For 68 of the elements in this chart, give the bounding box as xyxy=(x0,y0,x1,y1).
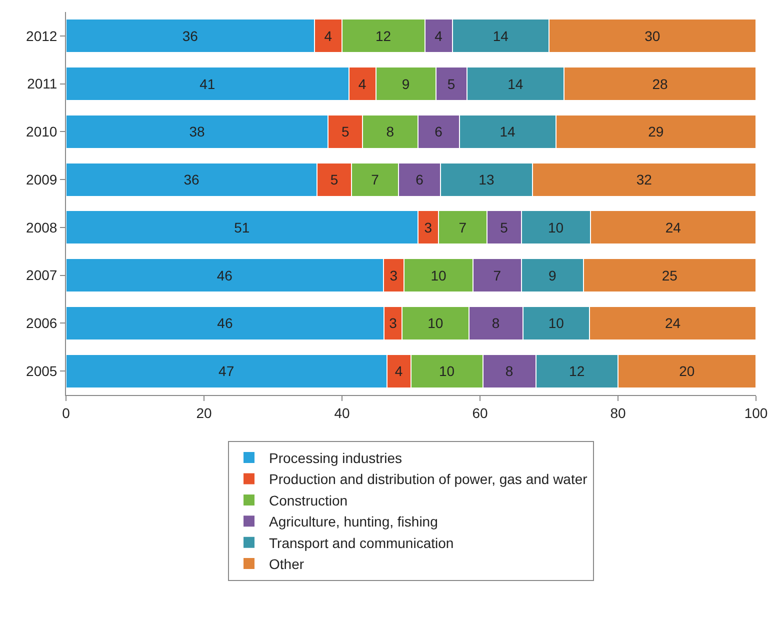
data-label: 5 xyxy=(341,124,350,140)
legend-label: Construction xyxy=(269,492,348,508)
data-label: 4 xyxy=(358,76,366,92)
legend-label: Production and distribution of power, gas and water xyxy=(269,471,588,488)
y-tick-label: 2006 xyxy=(26,315,58,332)
data-label: 5 xyxy=(500,219,508,236)
y-tick-label: 2008 xyxy=(26,219,58,236)
data-label: 24 xyxy=(664,315,681,332)
data-label: 30 xyxy=(644,28,660,44)
data-label: 5 xyxy=(447,76,456,92)
data-label: 3 xyxy=(424,219,432,236)
data-label: 7 xyxy=(493,267,502,284)
y-tick-label: 2011 xyxy=(27,76,58,92)
x-tick-label: 100 xyxy=(744,404,768,421)
data-label: 36 xyxy=(182,28,198,44)
data-label: 29 xyxy=(648,124,664,140)
data-label: 47 xyxy=(218,363,234,380)
legend-label: Transport and communication xyxy=(269,534,454,551)
x-tick-label: 60 xyxy=(472,404,488,421)
data-label: 9 xyxy=(402,76,410,92)
data-label: 4 xyxy=(324,28,332,44)
data-label: 51 xyxy=(234,219,250,236)
x-tick-label: 20 xyxy=(196,404,212,421)
data-label: 10 xyxy=(438,363,455,380)
y-tick-label: 2005 xyxy=(26,362,58,379)
data-label: 24 xyxy=(665,219,682,236)
data-label: 7 xyxy=(458,219,467,236)
data-label: 46 xyxy=(217,315,233,332)
data-label: 25 xyxy=(662,267,678,284)
data-label: 9 xyxy=(548,267,556,284)
legend-label: Processing industries xyxy=(269,450,402,466)
data-label: 10 xyxy=(548,315,564,332)
data-label: 13 xyxy=(478,172,494,188)
y-tick-label: 2007 xyxy=(26,267,58,284)
data-label: 8 xyxy=(505,363,514,380)
data-label: 8 xyxy=(386,124,394,140)
data-label: 4 xyxy=(434,28,443,44)
data-label: 10 xyxy=(428,315,444,332)
data-label: 3 xyxy=(389,315,398,332)
data-label: 14 xyxy=(500,124,516,140)
data-label: 36 xyxy=(184,172,200,188)
data-label: 6 xyxy=(434,124,443,140)
data-label: 38 xyxy=(189,124,205,140)
data-label: 10 xyxy=(548,219,564,236)
data-label: 14 xyxy=(508,76,524,92)
data-label: 12 xyxy=(569,363,585,380)
data-label: 12 xyxy=(376,28,392,44)
data-label: 6 xyxy=(416,172,424,188)
data-label: 3 xyxy=(390,267,398,284)
x-tick-label: 0 xyxy=(62,404,70,421)
legend-label: Agriculture, hunting, fishing xyxy=(269,514,438,530)
data-label: 20 xyxy=(679,363,695,380)
y-tick-label: 2010 xyxy=(26,124,58,140)
data-label: 41 xyxy=(200,76,216,92)
data-label: 7 xyxy=(371,172,380,188)
data-label: 28 xyxy=(652,76,668,92)
data-label: 4 xyxy=(394,363,403,380)
legend-label: Other xyxy=(269,556,304,572)
data-label: 8 xyxy=(492,315,500,332)
x-tick-label: 80 xyxy=(610,404,626,421)
x-tick-label: 40 xyxy=(334,404,350,421)
data-label: 46 xyxy=(216,267,233,284)
y-tick-label: 2009 xyxy=(26,171,58,188)
data-label: 14 xyxy=(492,28,509,44)
data-label: 32 xyxy=(636,172,652,188)
data-label: 5 xyxy=(330,172,338,188)
y-tick-label: 2012 xyxy=(26,28,58,44)
data-label: 10 xyxy=(430,267,446,284)
